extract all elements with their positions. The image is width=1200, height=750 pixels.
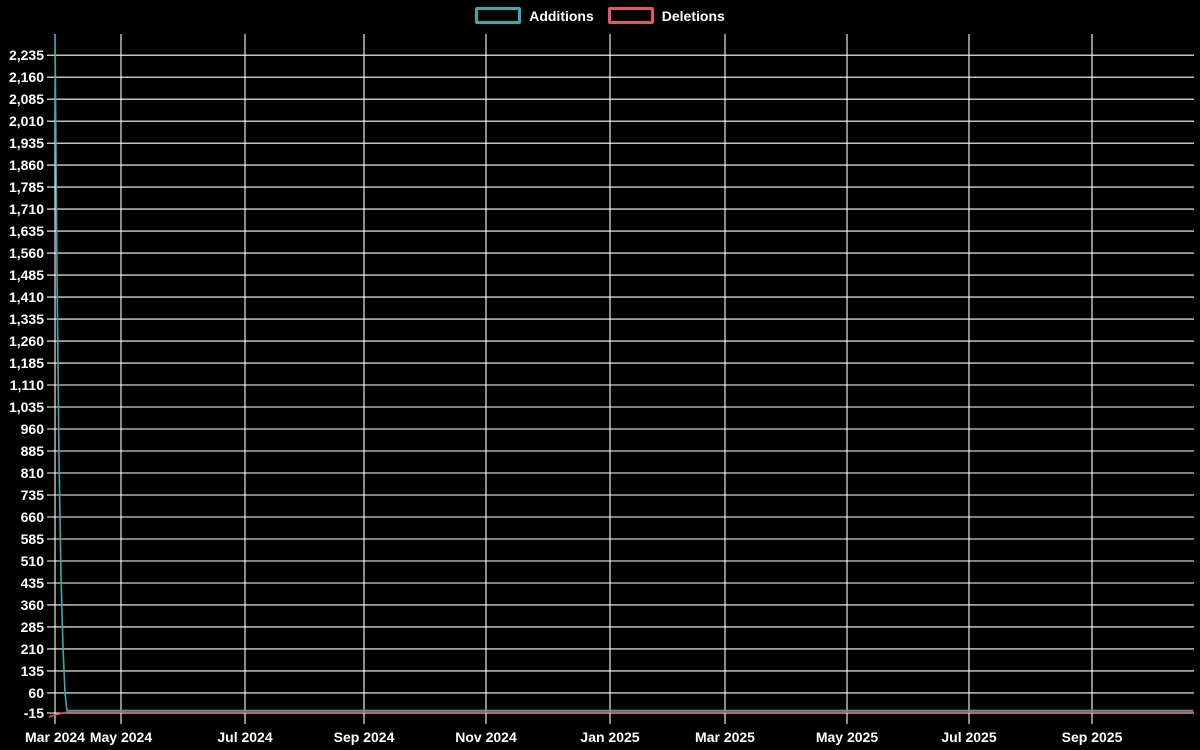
y-tick-label: 1,410: [9, 289, 44, 305]
deletions-swatch-icon: [607, 7, 654, 24]
y-tick-label: 2,010: [9, 113, 44, 129]
y-tick-label: 585: [21, 531, 45, 547]
y-tick-label: 960: [21, 421, 45, 437]
x-tick-label: Jan 2025: [580, 729, 639, 745]
y-tick-label: 1,185: [9, 355, 44, 371]
y-tick-label: 285: [21, 619, 45, 635]
y-tick-label: 1,335: [9, 311, 44, 327]
x-tick-label: Sep 2024: [334, 729, 395, 745]
y-tick-label: 1,860: [9, 157, 44, 173]
y-tick-label: 1,635: [9, 223, 44, 239]
y-tick-label: 1,110: [10, 377, 44, 393]
y-tick-label: 1,260: [9, 333, 44, 349]
y-tick-label: 1,035: [9, 399, 44, 415]
y-tick-label: 660: [21, 509, 45, 525]
y-tick-label: 2,235: [9, 47, 44, 63]
y-tick-label: 210: [21, 641, 45, 657]
legend-item-additions[interactable]: Additions: [475, 7, 594, 24]
y-tick-label: 1,485: [9, 267, 44, 283]
x-tick-label: Nov 2024: [455, 729, 517, 745]
x-tick-label: Jul 2024: [217, 729, 272, 745]
additions-line: [54, 34, 1194, 712]
y-tick-label: 510: [21, 553, 45, 569]
y-tick-label: 2,085: [9, 91, 44, 107]
deletions-line: [48, 711, 1194, 718]
y-tick-label: 1,560: [9, 245, 44, 261]
x-tick-label: May 2025: [816, 729, 878, 745]
x-tick-label: Jul 2025: [941, 729, 996, 745]
legend-item-deletions[interactable]: Deletions: [607, 7, 725, 24]
y-tick-label: -15: [24, 705, 44, 721]
y-tick-labels: -15 60 135 210 285 360 435 510 585 660 735 810 885 96…: [9, 47, 44, 721]
y-tick-label: 735: [21, 487, 45, 503]
y-tick-label: 1,785: [9, 179, 44, 195]
additions-swatch-icon: [475, 7, 522, 24]
x-tick-label: Mar 2025: [695, 729, 755, 745]
x-tick-labels: Mar 2024 May 2024 Jul 2024 Sep 2024 Nov 2024…: [25, 729, 1123, 745]
chart-legend: Additions Deletions: [0, 7, 1200, 24]
y-tick-label: 1,935: [9, 135, 44, 151]
x-tick-label: Mar 2024: [25, 729, 85, 745]
gridlines: [47, 34, 1194, 724]
legend-label-deletions: Deletions: [661, 7, 725, 24]
y-tick-label: 360: [21, 597, 45, 613]
y-tick-label: 435: [21, 575, 45, 591]
y-tick-label: 60: [28, 685, 44, 701]
x-tick-label: May 2024: [90, 729, 152, 745]
y-tick-label: 135: [21, 663, 45, 679]
y-tick-label: 885: [21, 443, 45, 459]
y-tick-label: 1,710: [9, 201, 44, 217]
x-tick-label: Sep 2025: [1062, 729, 1123, 745]
y-tick-label: 2,160: [9, 69, 44, 85]
legend-label-additions: Additions: [529, 7, 594, 24]
y-tick-label: 810: [21, 465, 45, 481]
